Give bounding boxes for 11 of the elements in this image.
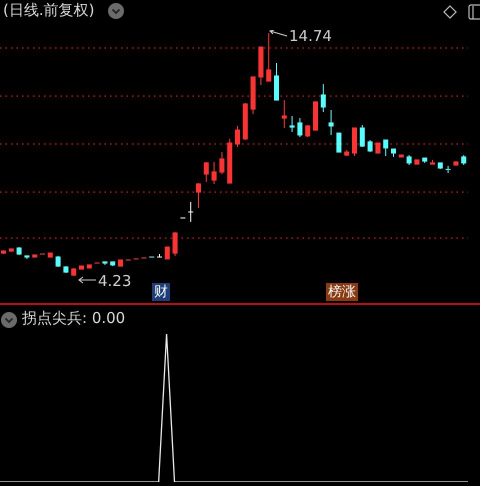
candlestick — [188, 202, 194, 222]
text: 榜涨 — [326, 283, 358, 301]
annotation: 14.74 — [289, 27, 332, 45]
candlestick — [328, 109, 334, 136]
annotation: 4.23 — [98, 272, 132, 290]
candlestick — [282, 100, 287, 129]
candlestick — [290, 116, 295, 132]
chart-title: (日线.前复权) — [3, 1, 94, 20]
candlestick — [320, 84, 326, 113]
chart-title: 拐点尖兵: 0.00 — [22, 309, 126, 328]
text: 财 — [152, 283, 170, 301]
